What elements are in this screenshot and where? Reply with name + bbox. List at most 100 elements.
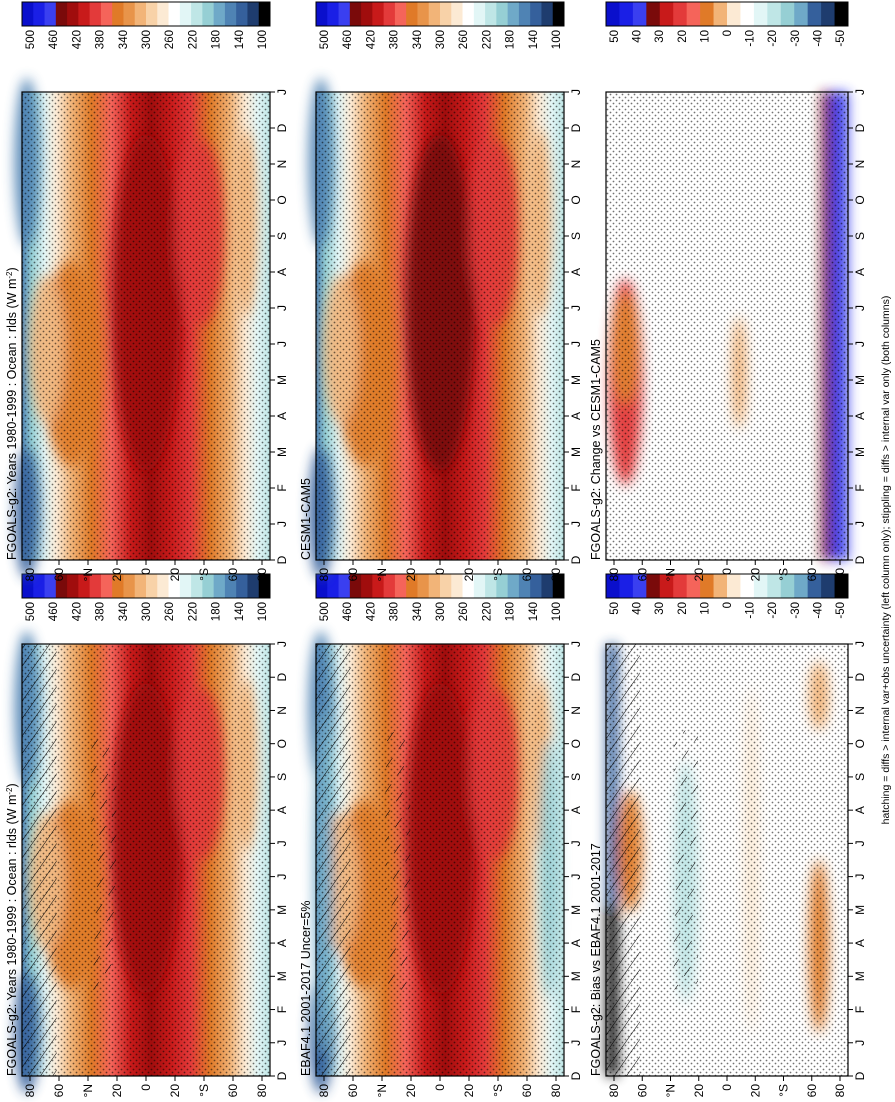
colorbar-swatch [496, 2, 509, 26]
month-tick-label: M [569, 447, 583, 457]
month-tick-label: J [569, 89, 583, 95]
lat-tick-label: °S [777, 568, 791, 581]
colorbar-swatch [157, 2, 170, 26]
colorbar-swatch [247, 574, 260, 598]
colorbar-label: 220 [481, 602, 493, 621]
month-tick-label: S [275, 773, 289, 781]
month-tick-label: M [275, 447, 289, 457]
colorbar-swatch [123, 2, 136, 26]
month-tick-label: D [853, 555, 867, 564]
colorbar-label: 300 [435, 30, 447, 49]
lat-tick-label: °N [375, 1084, 389, 1097]
colorbar-swatch [247, 2, 260, 26]
colorbar-swatch [372, 2, 385, 26]
month-tick-label: J [275, 874, 289, 880]
colorbar-swatch [700, 2, 715, 26]
colorbar-swatch [67, 2, 79, 26]
panel-title: FGOALS-g2: Bias vs EBAF4.1 2001-2017 [589, 843, 603, 1076]
colorbar-swatch [428, 574, 441, 598]
lat-tick-label: 80 [23, 568, 37, 582]
lat-tick-label: 0 [720, 568, 734, 575]
colorbar-swatch [406, 574, 418, 598]
colorbar-swatch [530, 574, 542, 598]
month-tick-label: M [569, 971, 583, 981]
month-tick-label: M [853, 971, 867, 981]
lat-tick-label: 60 [346, 568, 360, 582]
colorbar-label: 500 [25, 602, 37, 621]
colorbar-label: 340 [412, 602, 424, 621]
colorbar-swatch [507, 574, 520, 598]
colorbar-label: 340 [118, 30, 130, 49]
lat-tick-label: 60 [805, 1084, 819, 1098]
colorbar-label: 500 [25, 30, 37, 49]
lat-tick-label: °S [197, 1084, 211, 1097]
colorbar-swatch [78, 2, 91, 26]
colorbar-swatch [834, 574, 849, 598]
colorbar-swatch [700, 574, 715, 598]
colorbar-label: 460 [48, 602, 60, 621]
colorbar-swatch [462, 2, 475, 26]
colorbar-swatch [541, 2, 554, 26]
lat-tick-label: 80 [607, 568, 621, 582]
colorbar-swatch [440, 574, 452, 598]
month-tick-label: J [853, 305, 867, 311]
month-tick-label: J [853, 89, 867, 95]
colorbar-swatch [100, 2, 113, 26]
colorbar-label: 260 [164, 30, 176, 49]
lat-tick-label: 0 [139, 1084, 153, 1091]
lat-tick-label: 0 [433, 568, 447, 575]
stipple-overlay [22, 92, 270, 560]
colorbar-swatch [518, 574, 531, 598]
panel-title: FGOALS-g2: Years 1980-1999 : Ocean : rld… [5, 783, 20, 1076]
colorbar-swatch [361, 2, 373, 26]
panel-title: EBAF4.1 2001-2017 Uncer=5% [299, 901, 313, 1076]
month-tick-label: N [569, 160, 583, 169]
colorbar: 50 40 30 20 10 0 -10 -20 -30 -40 -50 [605, 573, 849, 619]
colorbar-swatch [473, 574, 486, 598]
colorbar-label: 140 [528, 30, 540, 49]
colorbar-swatch [202, 574, 215, 598]
month-tick-label: J [569, 1040, 583, 1046]
month-tick-label: S [275, 232, 289, 240]
colorbar-label: 10 [699, 602, 711, 615]
colorbar-swatch [485, 574, 497, 598]
lat-tick-label: 60 [346, 1084, 360, 1098]
month-tick-label: D [853, 673, 867, 682]
panel-title: CESM1-CAM5 [299, 478, 313, 560]
month-tick-label: D [275, 555, 289, 564]
colorbar-swatch [686, 574, 701, 598]
lat-tick-label: 60 [635, 1084, 649, 1098]
colorbar-swatch [417, 574, 430, 598]
lat-tick-label: 20 [462, 1084, 476, 1098]
colorbar-label: 140 [234, 602, 246, 621]
colorbar-label: 380 [389, 602, 401, 621]
month-tick-label: O [275, 195, 289, 204]
lat-tick-label: 60 [52, 1084, 66, 1098]
colorbar-swatch [112, 2, 124, 26]
stipple-overlay [606, 644, 848, 1076]
colorbar-swatch [780, 574, 795, 598]
colorbar-swatch [338, 2, 351, 26]
stipple-overlay [22, 644, 270, 1076]
colorbar-swatch [440, 2, 452, 26]
colorbar-swatch [619, 574, 634, 598]
colorbar-swatch [22, 2, 34, 26]
lat-tick-label: 80 [23, 1084, 37, 1098]
colorbar-swatch [673, 2, 688, 26]
month-tick-label: A [569, 939, 583, 947]
colorbar-label: 260 [458, 30, 470, 49]
colorbar-label: 30 [654, 602, 666, 615]
colorbar-swatch [767, 2, 782, 26]
colorbar-swatch [834, 2, 849, 26]
colorbar-label: 180 [505, 30, 517, 49]
colorbar-swatch [316, 574, 328, 598]
month-tick-label: J [569, 641, 583, 647]
month-tick-label: F [569, 484, 583, 491]
month-tick-label: S [569, 232, 583, 240]
colorbar-swatch [606, 2, 620, 26]
colorbar-swatch [22, 574, 34, 598]
colorbar-swatch [258, 574, 271, 598]
month-tick-label: F [275, 484, 289, 491]
colorbar-label: 460 [342, 602, 354, 621]
colorbar-label: -30 [790, 30, 802, 47]
